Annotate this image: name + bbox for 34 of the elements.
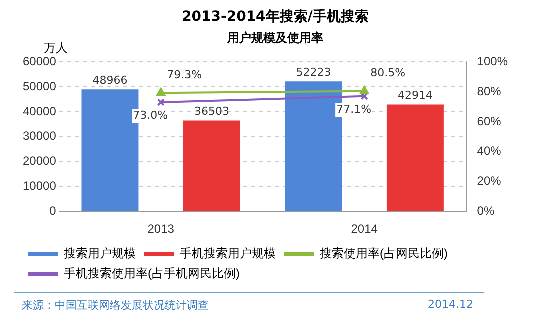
chart-title: 2013-2014年搜索/手机搜索 [181, 8, 370, 26]
y-tick-label: 40000 [22, 104, 57, 118]
data-label: 52223 [296, 66, 332, 79]
bar [183, 120, 240, 212]
y-axis-title: 万人 [44, 40, 68, 57]
data-label: 80.5% [370, 66, 406, 80]
bar [386, 104, 444, 212]
y2-tick-label: 0% [477, 204, 495, 218]
y-tick-label: 10000 [22, 179, 57, 194]
y2-tick-label: 60% [477, 114, 502, 128]
y-tick-label: 60000 [22, 54, 57, 69]
x-tick-label: 2014 [351, 222, 378, 236]
data-label: 77.1% [336, 102, 372, 116]
y2-tick-label: 80% [477, 84, 502, 98]
data-label: 36503 [194, 105, 230, 118]
source-note: 来源：中国互联网络发展状况统计调查 [22, 298, 209, 313]
data-label: 73.0% [133, 108, 168, 122]
y-tick-label: 30000 [22, 129, 57, 144]
y2-tick-label: 20% [477, 174, 502, 188]
legend-label: 搜索使用率(占网民比例) [320, 246, 448, 260]
text: 2014.12 [428, 298, 474, 311]
y-tick-label: 0 [50, 204, 57, 218]
y-tick-label: 20000 [22, 154, 57, 168]
chart-subtitle: 用户规模及使用率 [228, 31, 324, 45]
legend-label: 搜索用户规模 [64, 246, 136, 260]
y2-tick-label: 40% [477, 144, 502, 158]
legend-label: 手机搜索使用率(占手机网民比例) [64, 266, 240, 280]
data-label: 42914 [398, 89, 433, 102]
y2-tick-label: 100% [477, 54, 508, 69]
y-tick-label: 50000 [22, 79, 57, 94]
data-label: 79.3% [167, 68, 202, 82]
data-label: 48966 [92, 74, 128, 88]
x-tick-label: 2013 [148, 222, 175, 236]
legend-label: 手机搜索用户规模 [180, 246, 276, 260]
